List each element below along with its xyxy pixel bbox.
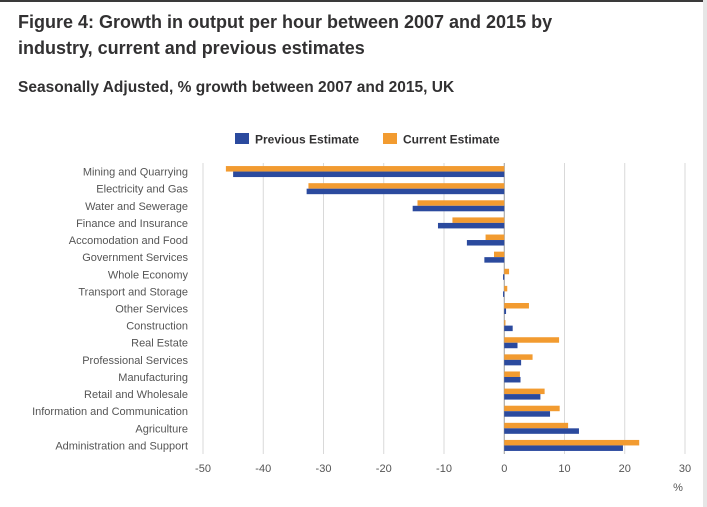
category-label: Electricity and Gas xyxy=(96,184,188,196)
category-label: Finance and Insurance xyxy=(76,218,188,230)
bar-current xyxy=(452,217,505,223)
bar-current xyxy=(504,422,569,429)
category-label: Information and Communication xyxy=(32,406,188,418)
bar-previous xyxy=(504,376,521,383)
legend-swatch-previous xyxy=(235,133,249,144)
x-tick-label: 0 xyxy=(501,463,507,475)
bar-current xyxy=(504,320,506,326)
bar-current xyxy=(504,405,560,412)
bar-previous xyxy=(504,359,522,366)
category-label: Retail and Wholesale xyxy=(84,389,188,401)
x-axis-label: % xyxy=(673,482,683,494)
bar-previous xyxy=(504,445,623,451)
bar-previous xyxy=(503,274,505,280)
category-label: Construction xyxy=(126,321,188,333)
category-label: Mining and Quarrying xyxy=(83,167,188,179)
legend-label-current: Current Estimate xyxy=(403,133,500,147)
category-label: Real Estate xyxy=(131,338,188,350)
category-label: Administration and Support xyxy=(55,440,188,452)
category-label: Government Services xyxy=(82,252,188,264)
x-tick-label: -30 xyxy=(316,463,332,475)
category-label: Agriculture xyxy=(135,423,188,435)
bar-current xyxy=(225,166,505,172)
bar-previous xyxy=(504,428,579,434)
bar-previous xyxy=(504,308,507,314)
bar-current xyxy=(308,183,505,189)
bar-previous xyxy=(484,257,505,263)
x-tick-labels: -50 -40 -30 -20 -10 0 10 20 30 xyxy=(195,463,691,475)
category-label: Whole Economy xyxy=(108,269,189,281)
gridlines xyxy=(202,163,686,454)
bar-current xyxy=(504,388,545,395)
bar-previous xyxy=(437,222,505,229)
category-labels: Mining and Quarrying Electricity and Gas W… xyxy=(32,167,188,453)
category-label: Transport and Storage xyxy=(78,286,188,298)
bar-current xyxy=(504,371,520,377)
bar-current xyxy=(504,337,560,343)
bar-current xyxy=(504,285,508,292)
category-label: Manufacturing xyxy=(118,372,188,384)
x-tick-label: -40 xyxy=(255,463,271,475)
x-tick-label: -10 xyxy=(436,463,452,475)
x-tick-label: -50 xyxy=(195,463,211,475)
bar-current xyxy=(504,439,640,446)
x-tick-label: 10 xyxy=(558,463,570,475)
bar-current xyxy=(417,200,505,206)
bar-previous xyxy=(503,291,505,297)
x-tick-label: 30 xyxy=(679,463,691,475)
bar-previous xyxy=(504,394,541,400)
legend-swatch-current xyxy=(383,133,397,144)
bar-previous xyxy=(306,188,505,195)
figure-title: Figure 4: Growth in output per hour betw… xyxy=(18,12,553,58)
bar-previous xyxy=(233,171,505,178)
bar-previous xyxy=(504,411,551,417)
category-label: Other Services xyxy=(115,304,188,316)
legend-label-previous: Previous Estimate xyxy=(255,133,359,147)
bar-previous xyxy=(504,342,518,349)
bar-current xyxy=(504,354,533,360)
bar-previous xyxy=(504,325,513,332)
bar-current xyxy=(494,251,505,258)
page-right-rail xyxy=(703,0,707,507)
figure-subtitle: Seasonally Adjusted, % growth between 20… xyxy=(18,79,455,96)
x-tick-label: 20 xyxy=(619,463,631,475)
category-label: Accomodation and Food xyxy=(69,235,188,247)
legend: Previous Estimate Current Estimate xyxy=(235,133,500,147)
bar-previous xyxy=(466,240,505,246)
bar-current xyxy=(485,234,505,241)
bars xyxy=(225,166,640,451)
bar-previous xyxy=(412,205,505,212)
bar-current xyxy=(504,303,529,309)
bar-current xyxy=(504,268,510,275)
category-label: Professional Services xyxy=(82,355,188,367)
x-tick-label: -20 xyxy=(376,463,392,475)
category-label: Water and Sewerage xyxy=(85,201,188,213)
